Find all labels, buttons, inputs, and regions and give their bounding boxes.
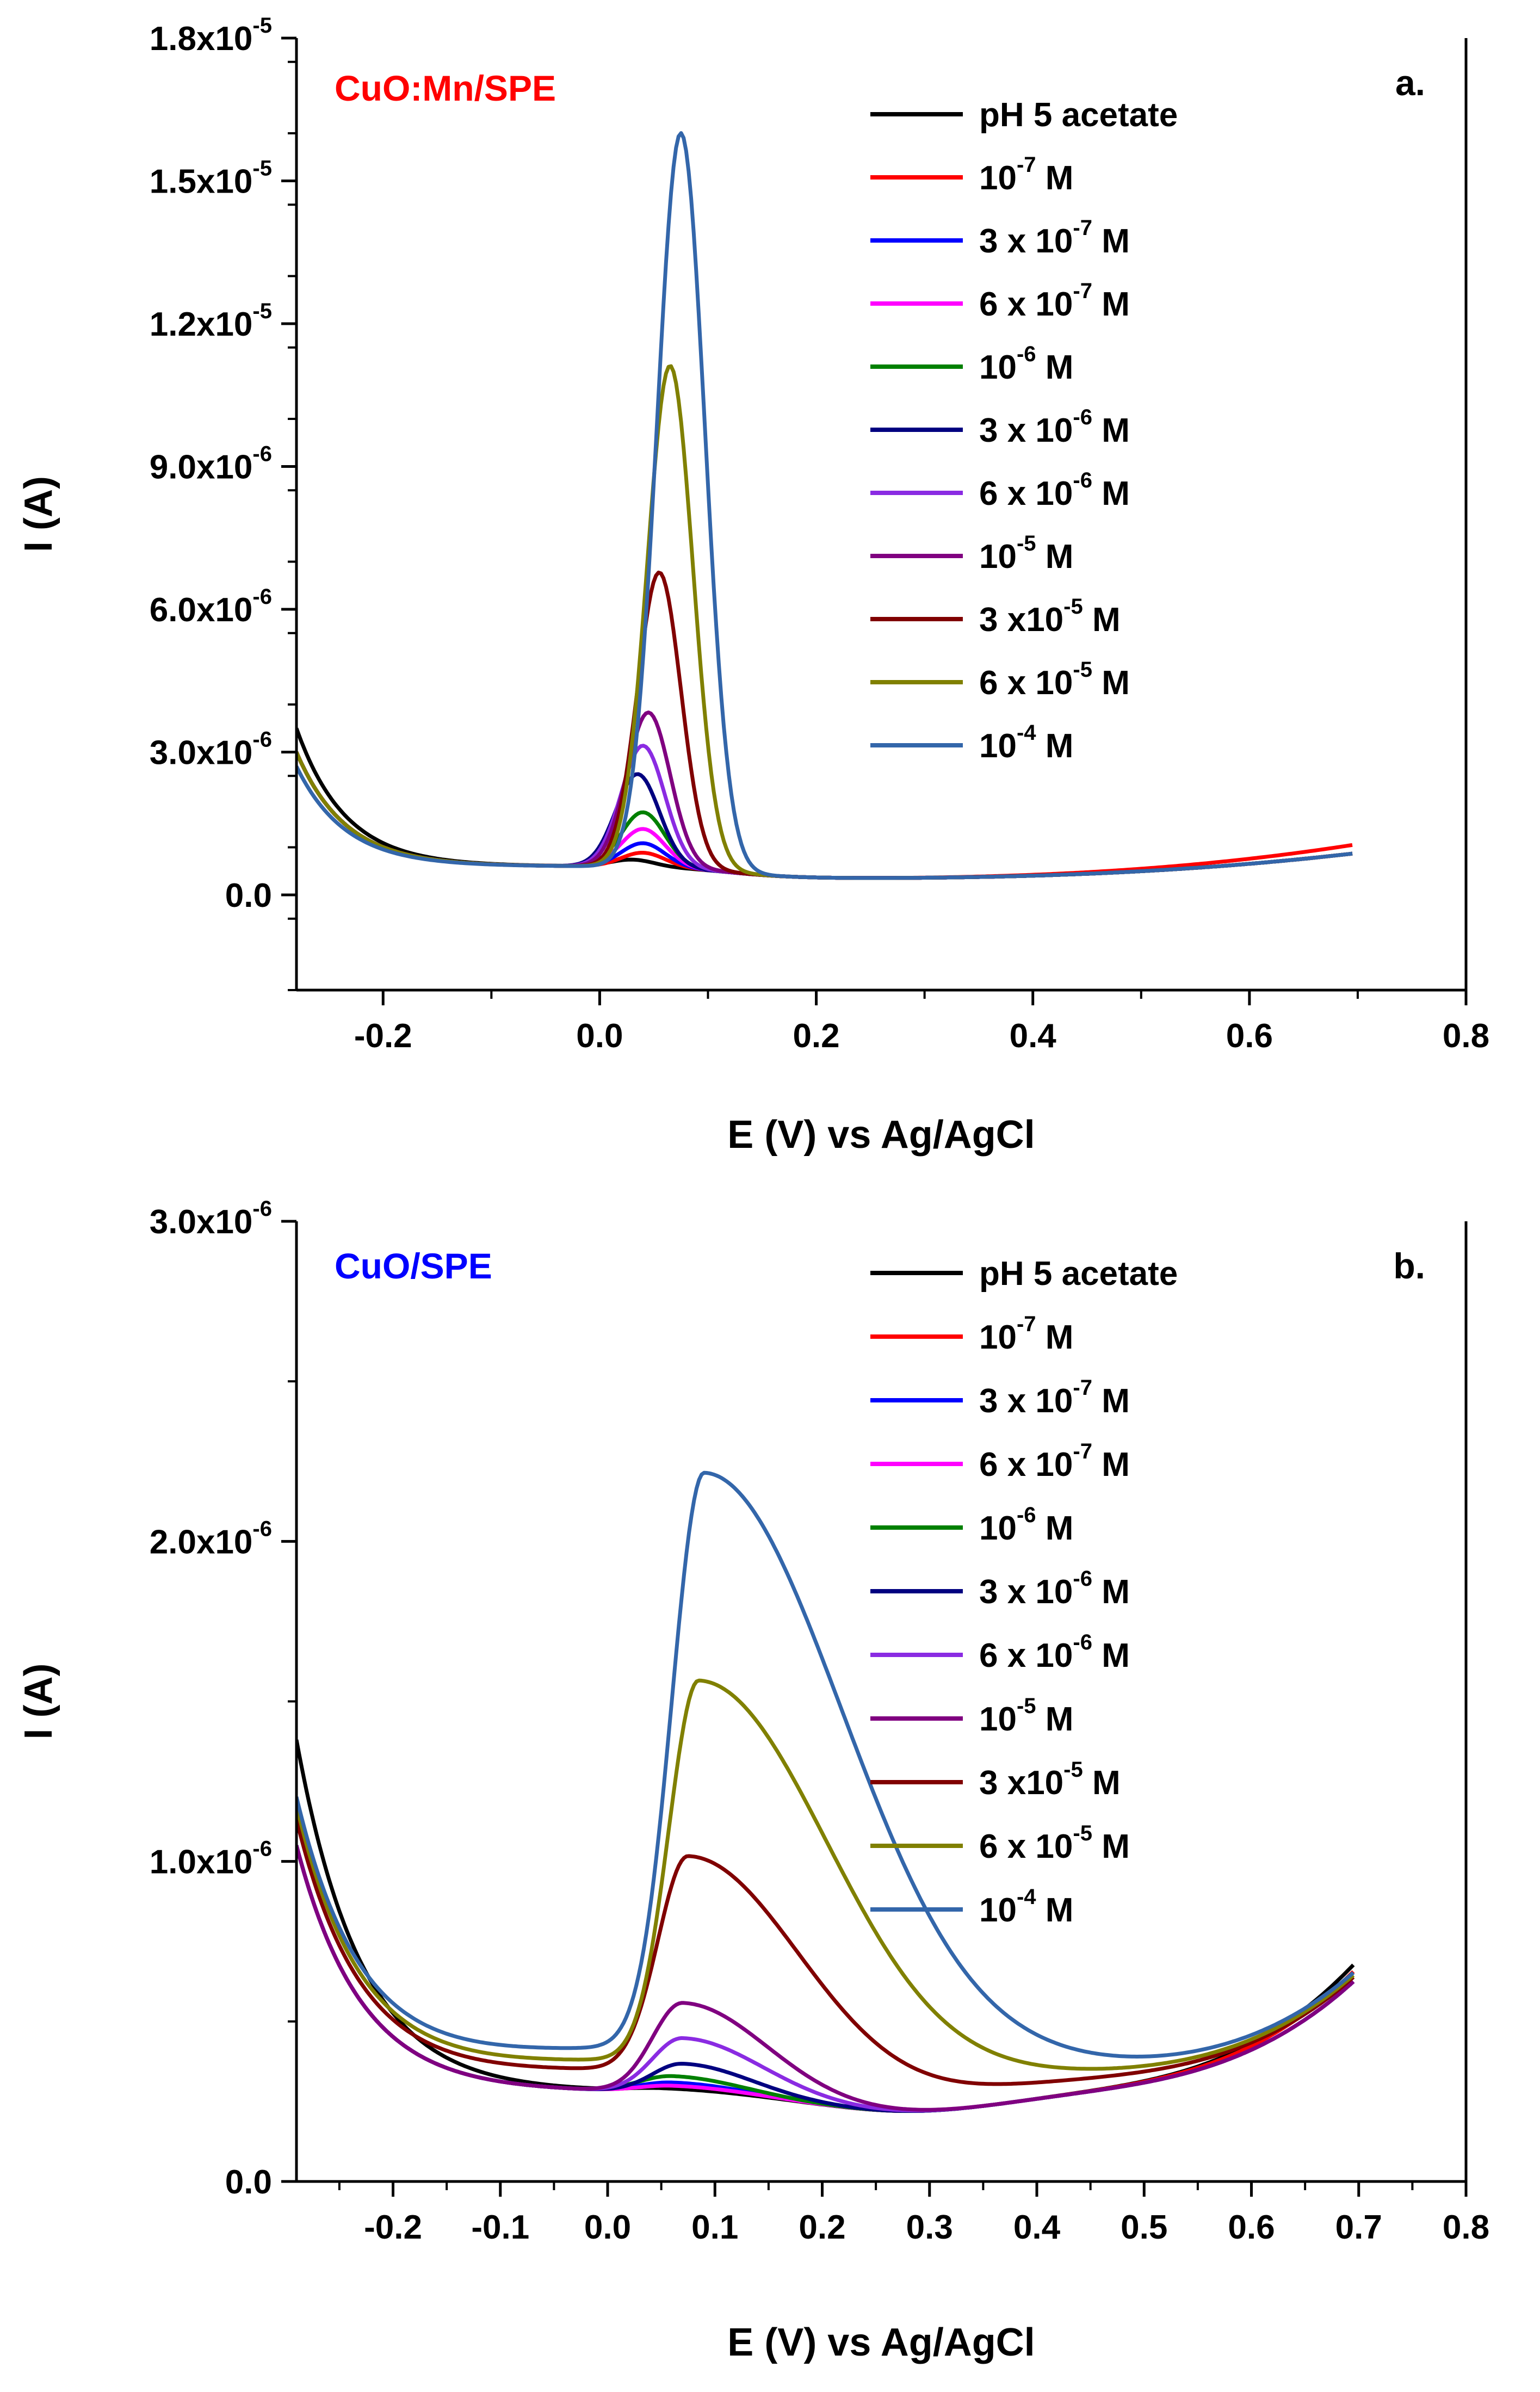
legend-label: 6 x 10-6 M	[979, 1630, 1130, 1674]
legend: pH 5 acetate 10-7 M 3 x 10-7 M 6 x 10-7 M 10…	[870, 1255, 1178, 1929]
y-axis-label: I (A)	[17, 1664, 60, 1740]
y-tick-label: 1.8x10-5	[150, 14, 272, 58]
legend-label: 6 x 10-5 M	[979, 658, 1130, 702]
legend-label: 3 x 10-6 M	[979, 1567, 1130, 1611]
y-axis-label: I (A)	[17, 476, 60, 552]
legend-label: pH 5 acetate	[979, 96, 1178, 134]
legend-label: 10-5 M	[979, 531, 1073, 576]
legend-label: 10-6 M	[979, 1503, 1073, 1547]
x-tick-label: 0.1	[691, 2209, 738, 2246]
series-line-10	[296, 1678, 1355, 2071]
legend-label: 10-5 M	[979, 1694, 1073, 1738]
legend-label: 6 x 10-7 M	[979, 279, 1130, 323]
y-tick-label: 1.2x10-5	[150, 299, 272, 343]
y-tick-label: 9.0x10-6	[150, 442, 272, 486]
legend-label: 3 x10-5 M	[979, 1758, 1121, 1802]
x-tick-label: 0.4	[1010, 1017, 1057, 1055]
series-line-11	[296, 131, 1353, 880]
x-tick-label: 0.6	[1228, 2209, 1275, 2246]
y-tick-label: 1.0x10-6	[150, 1837, 272, 1881]
y-tick-label: 3.0x10-6	[150, 1197, 272, 1241]
y-tick-label: 0.0	[225, 877, 272, 914]
panel-label: a.	[1395, 63, 1425, 103]
y-tick-label: 6.0x10-6	[150, 585, 272, 629]
series-line-8	[296, 1845, 1355, 2112]
x-tick-label: 0.6	[1226, 1017, 1273, 1055]
x-tick-label: 0.3	[906, 2209, 953, 2246]
legend-label: 3 x 10-6 M	[979, 405, 1130, 449]
legend-label: 10-6 M	[979, 342, 1073, 386]
x-axis-label: E (V) vs Ag/AgCl	[727, 2321, 1035, 2364]
legend-label: 6 x 10-7 M	[979, 1439, 1130, 1484]
x-tick-label: 0.2	[799, 2209, 845, 2246]
x-tick-label: 0.0	[576, 1017, 623, 1055]
x-axis-label: E (V) vs Ag/AgCl	[727, 1113, 1035, 1157]
x-tick-label: 0.8	[1443, 1017, 1489, 1055]
legend-label: 6 x 10-5 M	[979, 1821, 1130, 1865]
x-tick-label: -0.1	[471, 2209, 529, 2246]
legend-label: 6 x 10-6 M	[979, 468, 1130, 512]
y-tick-label: 2.0x10-6	[150, 1517, 272, 1561]
legend-label: 3 x10-5 M	[979, 595, 1121, 639]
x-tick-label: -0.2	[354, 1017, 412, 1055]
x-tick-label: 0.0	[584, 2209, 631, 2246]
x-tick-label: 0.4	[1013, 2209, 1061, 2246]
legend-label: 3 x 10-7 M	[979, 216, 1130, 260]
y-tick-label: 1.5x10-5	[150, 157, 272, 201]
series-curves	[296, 131, 1353, 880]
y-tick-label: 0.0	[225, 2164, 272, 2201]
legend: pH 5 acetate 10-7 M 3 x 10-7 M 6 x 10-7 M 10…	[870, 96, 1178, 765]
series-line-9	[296, 1819, 1355, 2086]
series-line-11	[296, 1470, 1355, 2059]
legend-label: 10-4 M	[979, 1885, 1073, 1929]
y-tick-label: 3.0x10-6	[150, 728, 272, 772]
legend-label: pH 5 acetate	[979, 1255, 1178, 1293]
chart-title: CuO/SPE	[335, 1246, 492, 1286]
x-tick-label: 0.2	[793, 1017, 839, 1055]
panel-b-chart: 0.0 1.0x10-6 2.0x10-6 3.0x10-6 -0.2 -0.1 0.0 0.…	[17, 1197, 1489, 2364]
legend-label: 10-4 M	[979, 721, 1073, 765]
legend-label: 3 x 10-7 M	[979, 1376, 1130, 1420]
legend-label: 10-7 M	[979, 1312, 1073, 1356]
x-tick-label: 0.8	[1443, 2209, 1489, 2246]
panel-a-chart: 0.0 3.0x10-6 6.0x10-6 9.0x10-6 1.2x10-5 1.5x1…	[17, 14, 1489, 1157]
x-tick-label: 0.7	[1335, 2209, 1382, 2246]
series-curves	[296, 1470, 1355, 2113]
panel-label: b.	[1393, 1246, 1425, 1286]
chart-title: CuO:Mn/SPE	[335, 68, 556, 108]
legend-label: 10-7 M	[979, 153, 1073, 197]
x-tick-label: 0.5	[1121, 2209, 1167, 2246]
x-tick-label: -0.2	[364, 2209, 422, 2246]
